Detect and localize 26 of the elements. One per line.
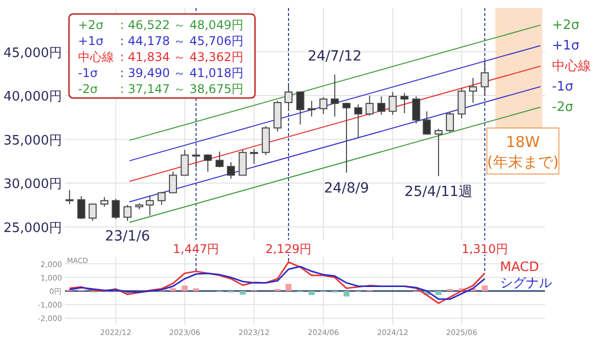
series-label: +2σ [552,18,580,34]
annotation: 23/1/6 [104,228,150,245]
text: -2σ : 37,147 ～ 38,675円 [78,82,244,96]
series-label: -2σ [552,100,574,116]
annotation: 1,447円 [172,242,220,256]
y-tick-label: 45,000円 [4,46,62,61]
annotation: 25/4/11週 [404,184,473,200]
annotation: 24/7/12 [308,48,362,65]
y-tick-label: 35,000円 [4,133,62,148]
y-tick-label: 30,000円 [4,177,62,192]
annotation: 24/8/9 [324,180,370,197]
y-tick-label: 25,000円 [4,220,62,236]
series-label: シグナル [500,276,552,292]
text: -1σ : 39,490 ～ 41,018円 [78,66,244,80]
y-tick-label: 40,000円 [4,90,62,105]
text: +1σ : 44,178 ～ 45,706円 [78,34,244,48]
series-label: -1σ [552,80,574,95]
series-label: 中心線 [552,58,591,74]
annotation: 中心線 : 41,834 ～ 43,362円 [78,50,244,64]
label-box: 18W (年末まで) [486,128,560,174]
annotation: 1,310円 [462,242,508,256]
series-label: MACD [500,260,539,276]
annotation: 2,129円 [265,242,312,256]
text: +2σ : 46,522 ～ 48,049円 [78,18,244,32]
series-label: +1σ [552,38,580,54]
band-label: 18W (年末まで) [487,133,559,171]
